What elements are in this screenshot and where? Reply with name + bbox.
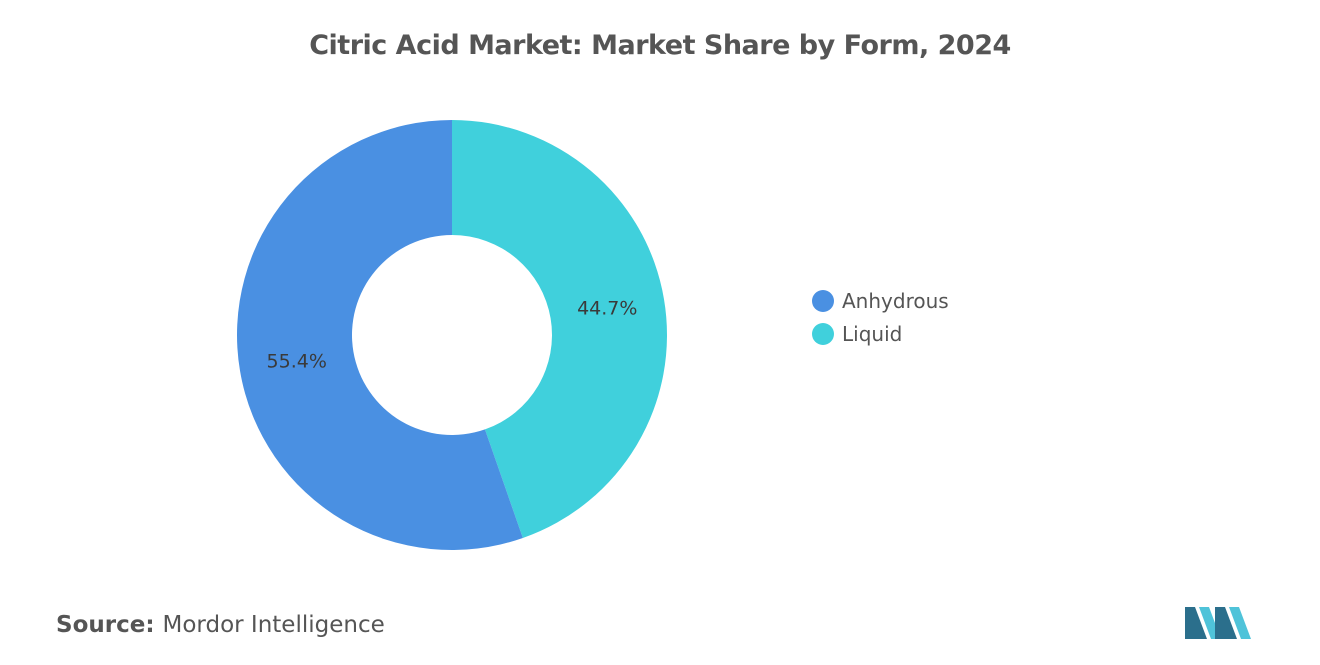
chart-title: Citric Acid Market: Market Share by Form… <box>309 30 1011 61</box>
legend-swatch-liquid <box>812 322 834 345</box>
legend-label-liquid: Liquid <box>842 321 903 346</box>
legend: Anhydrous Liquid <box>812 284 949 350</box>
slice-label-anhydrous: 55.4% <box>267 350 327 372</box>
legend-label-anhydrous: Anhydrous <box>842 288 949 313</box>
legend-item-anhydrous: Anhydrous <box>812 284 949 317</box>
slice-liquid <box>452 120 667 538</box>
source-text: Mordor Intelligence <box>162 612 385 638</box>
mordor-intelligence-logo-icon <box>1185 607 1251 639</box>
source-label: Source: <box>56 612 155 638</box>
slice-anhydrous <box>237 120 523 550</box>
slice-label-liquid: 44.7% <box>577 298 637 320</box>
legend-swatch-anhydrous <box>812 289 834 312</box>
legend-item-liquid: Liquid <box>812 317 949 350</box>
source-line: Source: Mordor Intelligence <box>56 612 385 638</box>
